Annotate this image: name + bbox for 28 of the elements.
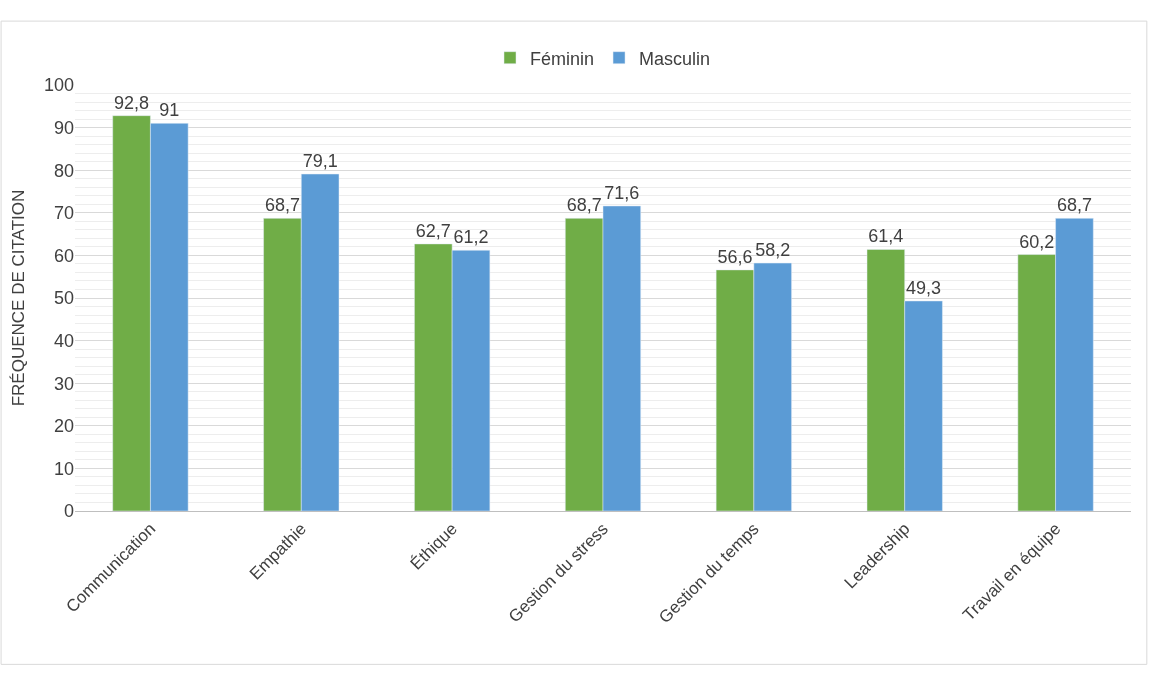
data-label: 71,6 [604, 182, 640, 203]
legend-label: Féminin [530, 48, 595, 69]
y-tick-label: 60 [53, 245, 74, 266]
data-label: 49,3 [906, 277, 942, 298]
data-label: 56,6 [717, 246, 753, 267]
data-label: 68,7 [264, 195, 300, 216]
data-label: 58,2 [755, 240, 791, 261]
data-label: 92,8 [114, 92, 150, 113]
legend-label: Masculin [639, 48, 711, 69]
y-tick-label: 40 [53, 330, 74, 351]
y-tick-label: 30 [53, 373, 74, 394]
y-tick-label: 0 [63, 501, 74, 522]
y-tick-label: 20 [53, 416, 74, 437]
data-label: 68,7 [1056, 195, 1092, 216]
data-label: 79,1 [302, 151, 338, 172]
data-label: 61,4 [868, 226, 904, 247]
y-tick-label: 10 [53, 458, 74, 479]
y-tick-label: 50 [53, 288, 74, 309]
data-label: 91 [159, 100, 180, 121]
data-label: 62,7 [415, 220, 451, 241]
data-label: 60,2 [1019, 231, 1055, 252]
data-label: 61,2 [453, 227, 489, 248]
y-axis-title: FRÉQUENCE DE CITATION [8, 189, 28, 407]
data-label: 68,7 [566, 195, 602, 216]
y-tick-label: 100 [43, 75, 74, 96]
y-tick-label: 90 [53, 117, 74, 138]
y-tick-label: 70 [53, 203, 74, 224]
y-tick-label: 80 [53, 160, 74, 181]
